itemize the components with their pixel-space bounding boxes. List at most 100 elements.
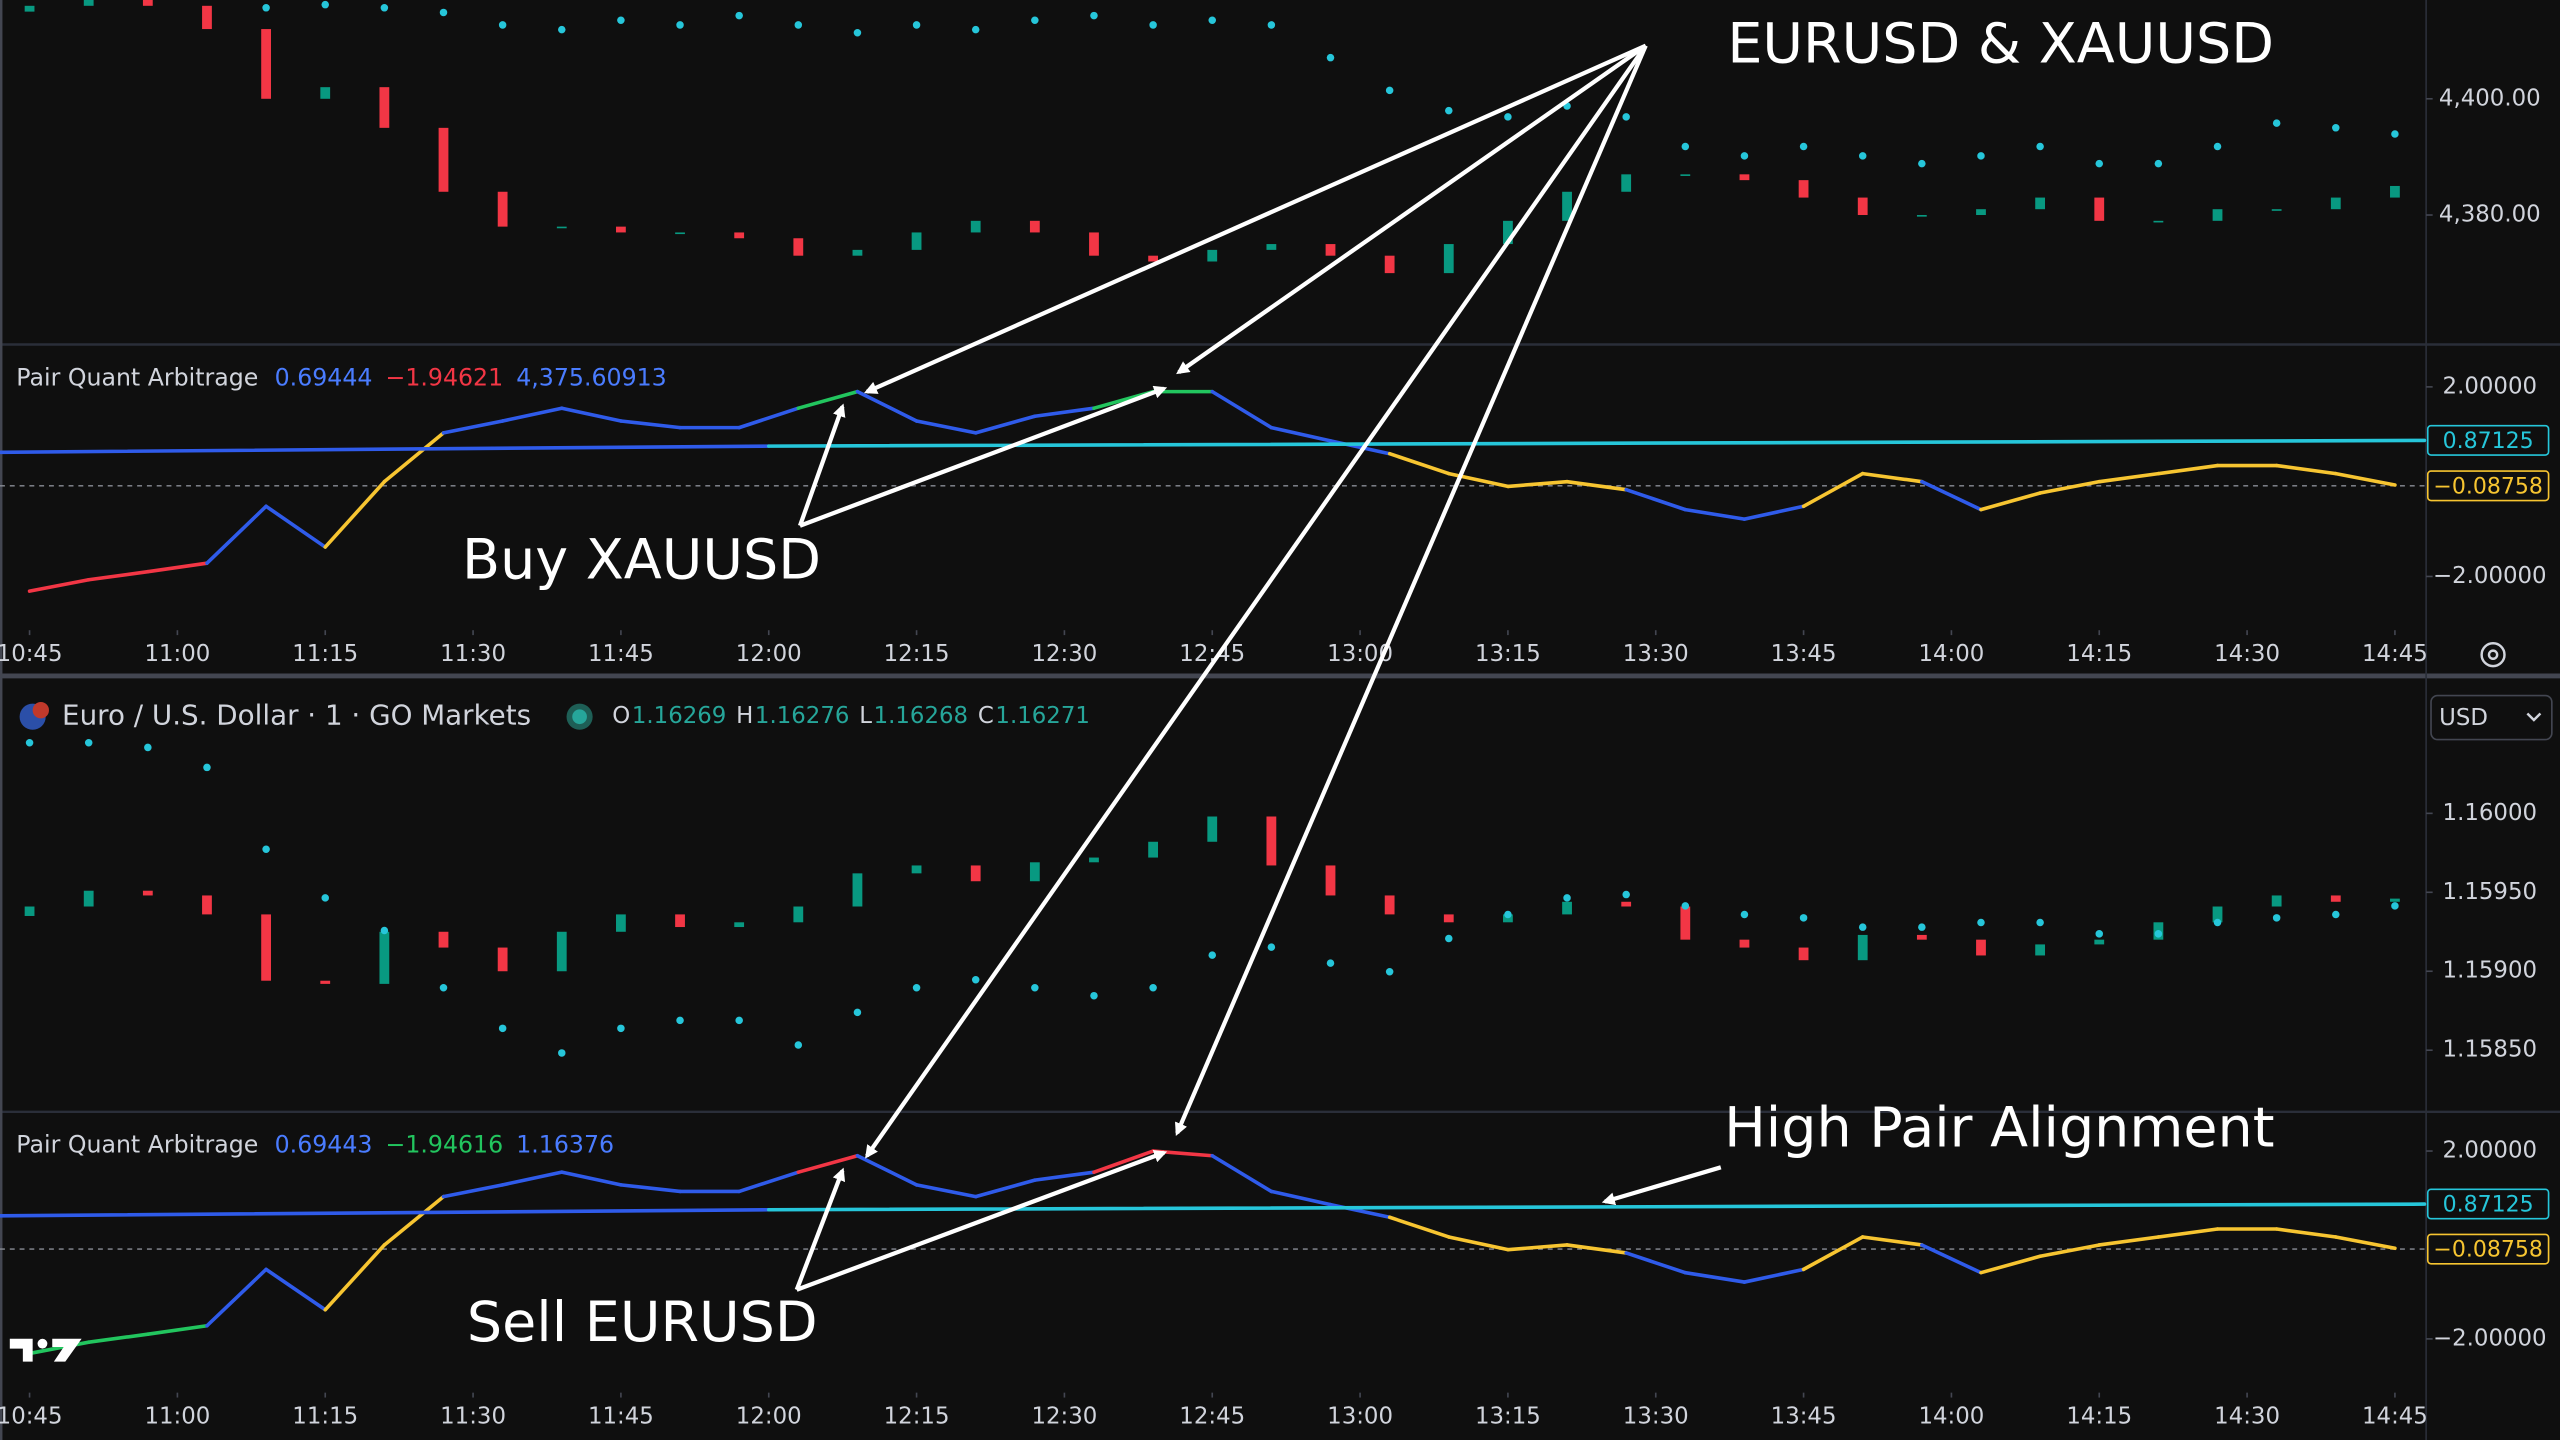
arrow xyxy=(798,403,846,527)
x-tick-label: 11:00 xyxy=(144,641,210,667)
currency-box[interactable] xyxy=(2430,694,2553,741)
candle xyxy=(793,238,804,256)
tradingview-logo[interactable] xyxy=(9,1338,82,1362)
x-tick-label: 14:15 xyxy=(2066,641,2132,667)
indicator-segment xyxy=(559,1170,623,1187)
x-tick-label: 11:45 xyxy=(588,1404,654,1430)
currency-label[interactable]: USD xyxy=(2439,705,2488,731)
x-tick-label: 14:30 xyxy=(2214,641,2280,667)
overlay-dot xyxy=(439,983,448,992)
overlay-dot xyxy=(1326,53,1335,62)
indicator-segment xyxy=(1446,1235,1510,1252)
overlay-dot xyxy=(1977,152,1985,160)
candle xyxy=(852,873,863,907)
currency-select[interactable]: USD xyxy=(2430,694,2553,741)
ohlc-key: O xyxy=(612,703,630,729)
overlay-dot xyxy=(2332,124,2340,132)
indicator-segment xyxy=(1210,389,1274,430)
indicator-value: 0.69443 xyxy=(275,1131,373,1159)
logo-part[interactable] xyxy=(52,1338,82,1362)
candle xyxy=(2330,197,2341,210)
ohlc-key: C xyxy=(978,703,994,729)
logo-part[interactable] xyxy=(37,1338,48,1349)
indicator-segment xyxy=(0,444,771,455)
indicator-segment xyxy=(737,406,801,430)
overlay-dot xyxy=(1090,11,1098,20)
symbol-name[interactable]: Euro / U.S. Dollar · 1 · GO Markets xyxy=(62,699,531,732)
gear-center[interactable] xyxy=(2487,649,2499,661)
overlay-dot xyxy=(1445,934,1453,943)
indicator-segment xyxy=(1801,1235,1865,1272)
indicator-segment xyxy=(205,1267,268,1328)
candle xyxy=(1029,220,1040,233)
x-tick-label: 13:15 xyxy=(1475,1404,1541,1430)
arrow xyxy=(795,1149,1168,1292)
x-tick-label: 14:30 xyxy=(2214,1404,2280,1430)
candle xyxy=(202,895,212,915)
indicator-title: Pair Quant Arbitrage xyxy=(16,363,258,391)
overlay-dot xyxy=(971,25,980,34)
annotations: EURUSD & XAUUSD Buy XAUUSD Sell EURUSD H… xyxy=(462,11,2274,1354)
logo-part[interactable] xyxy=(9,1338,33,1362)
candle xyxy=(2035,197,2046,210)
overlay-dot xyxy=(262,4,270,12)
candle xyxy=(616,914,626,932)
x-tick-label: 13:45 xyxy=(1771,641,1837,667)
indicator-segment xyxy=(1624,487,1688,512)
indicator-segment xyxy=(2274,463,2338,476)
indicator-segment xyxy=(766,1202,2427,1212)
overlay-dot xyxy=(2095,930,2104,938)
overlay-dot xyxy=(912,21,921,29)
overlay-dot xyxy=(380,926,389,935)
indicator-segment xyxy=(441,419,505,435)
candle xyxy=(1680,906,1691,940)
indicator-segment xyxy=(2333,471,2397,487)
price-badge-label: −0.08758 xyxy=(2433,474,2543,499)
overlay-dot xyxy=(2036,142,2044,151)
market-status xyxy=(572,709,587,725)
candle xyxy=(2153,220,2164,223)
candle xyxy=(24,906,35,916)
settings-icon[interactable] xyxy=(2480,642,2506,668)
indicator-segment xyxy=(2156,463,2220,476)
candle xyxy=(1325,865,1336,896)
overlay-dot xyxy=(2154,159,2163,168)
indicator-segment xyxy=(1033,406,1096,419)
gear[interactable] xyxy=(2480,642,2506,668)
candle xyxy=(1857,197,1868,216)
overlay-dot xyxy=(1504,113,1512,121)
overlay-dot xyxy=(1918,923,1926,931)
indicator-segment xyxy=(796,389,860,411)
indicator-segment xyxy=(973,414,1037,435)
overlay-dot xyxy=(735,1016,743,1025)
dropdown-chevron[interactable] xyxy=(2526,712,2542,722)
x-tick-label: 14:45 xyxy=(2362,1404,2428,1430)
indicator-segment xyxy=(0,1207,771,1218)
candle xyxy=(1562,901,1572,915)
indicator-segment xyxy=(1269,425,1333,443)
candle xyxy=(261,29,272,99)
price-badge xyxy=(2426,424,2550,456)
overlay-dot xyxy=(144,743,152,752)
overlay-dot xyxy=(853,28,862,37)
indicator-segment xyxy=(766,438,2427,448)
indicator-segment xyxy=(1801,471,1865,509)
indicator-segment xyxy=(2333,1235,2397,1251)
candle xyxy=(1089,857,1099,863)
overlay-dot xyxy=(794,1041,803,1049)
overlay-dot xyxy=(1208,16,1216,25)
x-tick-label: 12:00 xyxy=(736,641,802,667)
overlay-dot xyxy=(676,21,684,29)
overlay-dot xyxy=(735,11,743,20)
overlay-dot xyxy=(84,739,93,747)
candle xyxy=(1739,939,1750,948)
candle xyxy=(556,931,567,972)
price-badge xyxy=(2426,470,2550,502)
overlay-dot xyxy=(1267,943,1276,951)
indicator-value: 0.69444 xyxy=(275,363,373,391)
candle xyxy=(1503,914,1513,923)
indicator-segment xyxy=(1860,1235,1924,1247)
candle xyxy=(1443,244,1454,274)
y-tick-label: −2.00000 xyxy=(2433,563,2547,589)
